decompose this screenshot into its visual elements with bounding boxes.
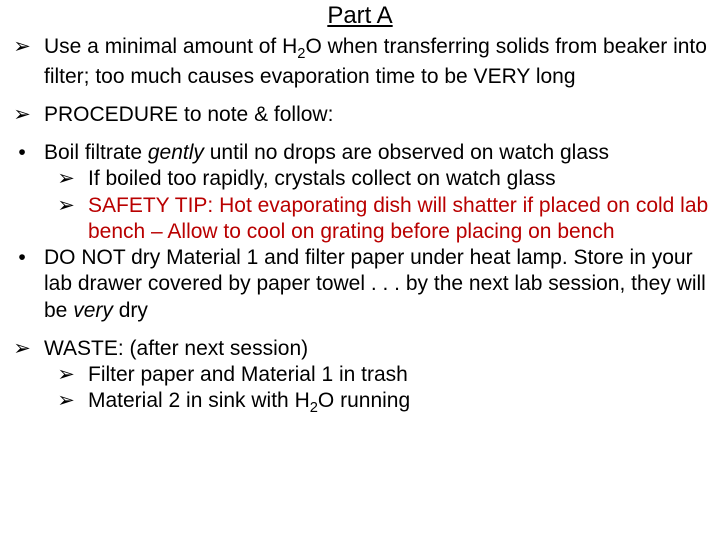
dot-bullet-icon: • (0, 140, 44, 166)
sub-item-text: If boiled too rapidly, crystals collect … (88, 166, 720, 192)
sub-bullet-item: ➢ SAFETY TIP: Hot evaporating dish will … (0, 193, 720, 246)
bullet-item: • DO NOT dry Material 1 and filter paper… (0, 245, 720, 324)
sub-item-text: Material 2 in sink with H2O running (88, 388, 720, 418)
bullet-item: ➢ PROCEDURE to note & follow: (0, 102, 720, 128)
bullet-group: ➢ WASTE: (after next session) ➢ Filter p… (0, 336, 720, 418)
sub-bullet-item: ➢ Material 2 in sink with H2O running (0, 388, 720, 418)
arrow-bullet-icon: ➢ (44, 362, 88, 388)
arrow-bullet-icon: ➢ (44, 388, 88, 414)
bullet-group: • Boil filtrate gently until no drops ar… (0, 140, 720, 324)
item-text: Use a minimal amount of H2O when transfe… (44, 34, 720, 90)
bullet-item: ➢ Use a minimal amount of H2O when trans… (0, 34, 720, 90)
arrow-bullet-icon: ➢ (44, 166, 88, 192)
arrow-bullet-icon: ➢ (0, 102, 44, 128)
page-title: Part A (0, 2, 720, 30)
item-text: DO NOT dry Material 1 and filter paper u… (44, 245, 720, 324)
arrow-bullet-icon: ➢ (44, 193, 88, 219)
bullet-item: • Boil filtrate gently until no drops ar… (0, 140, 720, 166)
bullet-item: ➢ WASTE: (after next session) (0, 336, 720, 362)
sub-bullet-item: ➢ If boiled too rapidly, crystals collec… (0, 166, 720, 192)
item-text: WASTE: (after next session) (44, 336, 720, 362)
sub-item-text: Filter paper and Material 1 in trash (88, 362, 720, 388)
dot-bullet-icon: • (0, 245, 44, 271)
item-text: PROCEDURE to note & follow: (44, 102, 720, 128)
sub-bullet-item: ➢ Filter paper and Material 1 in trash (0, 362, 720, 388)
arrow-bullet-icon: ➢ (0, 336, 44, 362)
arrow-bullet-icon: ➢ (0, 34, 44, 60)
item-text: Boil filtrate gently until no drops are … (44, 140, 720, 166)
safety-tip-text: SAFETY TIP: Hot evaporating dish will sh… (88, 193, 720, 246)
